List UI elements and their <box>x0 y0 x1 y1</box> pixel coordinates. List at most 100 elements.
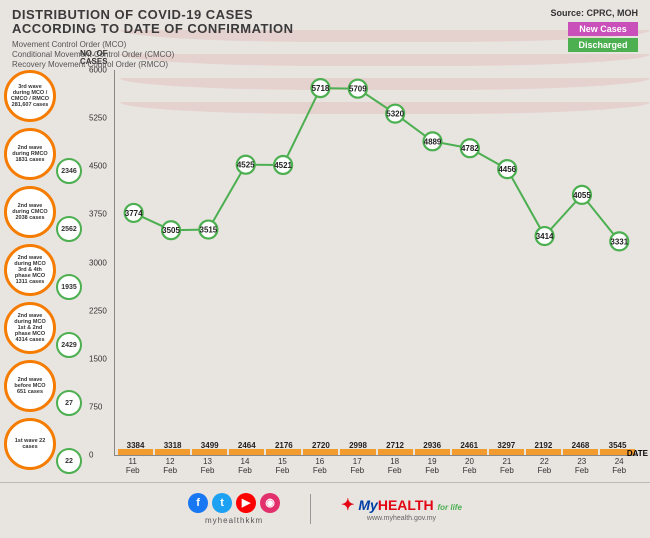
wave-bubble: 2nd wave during CMCO 2038 cases2562 <box>4 186 80 238</box>
bar-value-label: 3499 <box>201 441 219 450</box>
wave-sidebar: 3rd wave during MCO / CMCO / RMCO 281,60… <box>4 70 80 476</box>
bar: 2461 <box>452 449 487 455</box>
xtick: 11Feb <box>114 458 151 476</box>
bar-slot: 3384 <box>117 449 154 455</box>
wave-sub-label: 27 <box>56 390 82 416</box>
ytick: 3750 <box>89 210 107 219</box>
bar-slot: 3318 <box>154 449 191 455</box>
page-title: DISTRIBUTION OF COVID-19 CASESACCORDING … <box>12 8 638 37</box>
xtick: 24Feb <box>600 458 637 476</box>
legend-discharged: Discharged <box>568 38 638 52</box>
bar-value-label: 3297 <box>497 441 515 450</box>
wave-main-label: 2nd wave during MCO 3rd & 4th phase MCO … <box>4 244 56 296</box>
bar: 2464 <box>229 449 264 455</box>
footer-divider <box>310 494 311 524</box>
wave-sub-label: 2562 <box>56 216 82 242</box>
bar-value-label: 2936 <box>423 441 441 450</box>
bar-slot: 2998 <box>339 449 376 455</box>
footer: ft▶◉ myhealthkkm ✦ MyHEALTH for life www… <box>0 482 650 534</box>
wave-sub-label: 2429 <box>56 332 82 358</box>
bar-value-label: 2192 <box>534 441 552 450</box>
myhealth-logo: ✦ MyHEALTH for life www.myhealth.gov.my <box>341 495 462 522</box>
wave-sub-label: 22 <box>56 448 82 474</box>
bar-value-label: 2712 <box>386 441 404 450</box>
xtick: 20Feb <box>451 458 488 476</box>
source-label: Source: CPRC, MOH <box>550 8 638 18</box>
bar-slot: 3297 <box>488 449 525 455</box>
wave-main-label: 2nd wave during MCO 1st & 2nd phase MCO … <box>4 302 56 354</box>
ytick: 2250 <box>89 306 107 315</box>
xtick: 19Feb <box>413 458 450 476</box>
social-block: ft▶◉ myhealthkkm <box>188 493 280 525</box>
ytick: 4500 <box>89 162 107 171</box>
bar: 2192 <box>526 449 561 455</box>
bar-slot: 2461 <box>451 449 488 455</box>
subtitle: Movement Control Order (MCO) Conditional… <box>12 40 638 71</box>
bar-value-label: 2464 <box>238 441 256 450</box>
legend-new-cases: New Cases <box>568 22 638 36</box>
header: DISTRIBUTION OF COVID-19 CASESACCORDING … <box>0 0 650 75</box>
wave-bubble: 2nd wave during MCO 1st & 2nd phase MCO … <box>4 302 80 354</box>
bar-slot: 2176 <box>265 449 302 455</box>
legend: New Cases Discharged <box>568 22 638 54</box>
wave-bubble: 2nd wave before MCO 651 cases27 <box>4 360 80 412</box>
bar-slot: 2720 <box>302 449 339 455</box>
xtick: 14Feb <box>226 458 263 476</box>
bar-value-label: 2461 <box>460 441 478 450</box>
wave-main-label: 1st wave 22 cases <box>4 418 56 470</box>
chart-area: NO. OFCASES 3384331834992464217627202998… <box>86 62 638 476</box>
youtube-icon[interactable]: ▶ <box>236 493 256 513</box>
facebook-icon[interactable]: f <box>188 493 208 513</box>
xtick: 21Feb <box>488 458 525 476</box>
bar-value-label: 3545 <box>609 441 627 450</box>
ytick: 0 <box>89 451 93 460</box>
wave-sub-label: 1935 <box>56 274 82 300</box>
bar: 2712 <box>378 449 413 455</box>
xtick: 18Feb <box>376 458 413 476</box>
bar-slot: 2464 <box>228 449 265 455</box>
xtick: 15Feb <box>264 458 301 476</box>
bar-value-label: 3318 <box>164 441 182 450</box>
social-handle: myhealthkkm <box>205 516 263 525</box>
xaxis-label: DATE <box>627 449 648 458</box>
xtick: 12Feb <box>151 458 188 476</box>
wave-bubble: 1st wave 22 cases22 <box>4 418 80 470</box>
bar: 3297 <box>489 449 524 455</box>
bar-value-label: 2176 <box>275 441 293 450</box>
bar-value-label: 2468 <box>572 441 590 450</box>
wave-main-label: 2nd wave before MCO 651 cases <box>4 360 56 412</box>
bar-slot: 3499 <box>191 449 228 455</box>
bar-slot: 2192 <box>525 449 562 455</box>
wave-bubble: 2nd wave during RMCO 1831 cases2346 <box>4 128 80 180</box>
bar: 3318 <box>155 449 190 455</box>
bar-value-label: 2720 <box>312 441 330 450</box>
bar-slot: 2936 <box>414 449 451 455</box>
bar-value-label: 2998 <box>349 441 367 450</box>
twitter-icon[interactable]: t <box>212 493 232 513</box>
wave-main-label: 2nd wave during CMCO 2038 cases <box>4 186 56 238</box>
bar-slot: 2712 <box>377 449 414 455</box>
wave-sub-label: 2346 <box>56 158 82 184</box>
instagram-icon[interactable]: ◉ <box>260 493 280 513</box>
wave-main-label: 3rd wave during MCO / CMCO / RMCO 281,60… <box>4 70 56 122</box>
xtick: 17Feb <box>339 458 376 476</box>
bars-container: 3384331834992464217627202998271229362461… <box>115 70 638 455</box>
bar-value-label: 3384 <box>127 441 145 450</box>
xtick: 16Feb <box>301 458 338 476</box>
bar: 2468 <box>563 449 598 455</box>
bar: 2720 <box>303 449 338 455</box>
logo-url: www.myhealth.gov.my <box>367 515 436 522</box>
ytick: 3000 <box>89 258 107 267</box>
ytick: 1500 <box>89 354 107 363</box>
bar: 2936 <box>415 449 450 455</box>
ytick: 750 <box>89 402 102 411</box>
chart-plot: 3384331834992464217627202998271229362461… <box>114 70 638 456</box>
ytick: 5250 <box>89 114 107 123</box>
bar: 3499 <box>192 449 227 455</box>
bar: 2176 <box>266 449 301 455</box>
wave-bubble: 2nd wave during MCO 3rd & 4th phase MCO … <box>4 244 80 296</box>
bar: 2998 <box>340 449 375 455</box>
xtick: 23Feb <box>563 458 600 476</box>
bar-slot: 2468 <box>562 449 599 455</box>
wave-bubble: 3rd wave during MCO / CMCO / RMCO 281,60… <box>4 70 80 122</box>
